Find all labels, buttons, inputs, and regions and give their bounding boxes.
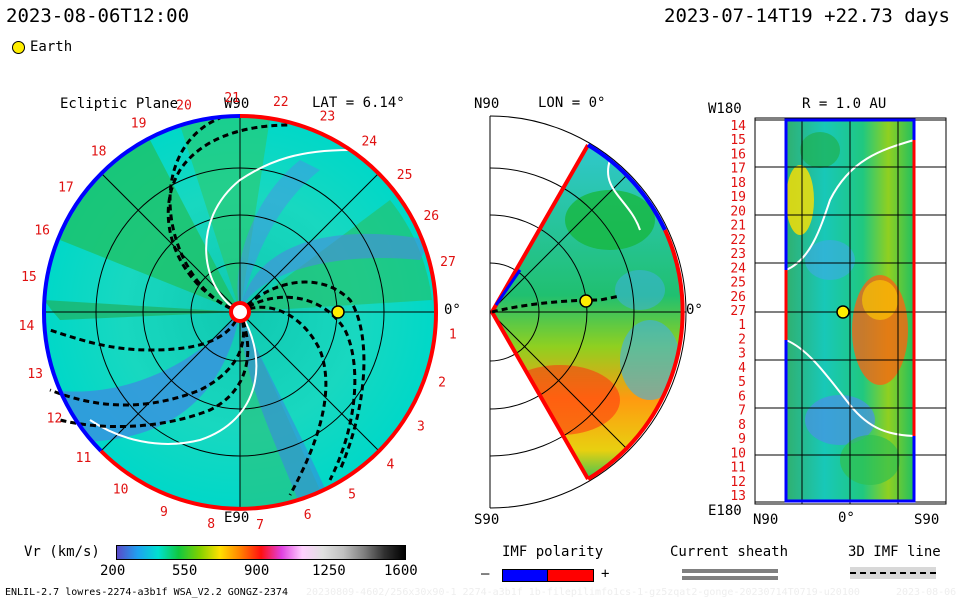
- velocity-colorbar: [116, 545, 406, 560]
- sphere-row-label: 3: [738, 347, 746, 362]
- meridional-lon-label: LON = 0°: [538, 95, 606, 111]
- meridional-earth-icon: [579, 294, 593, 308]
- sphere-row-label: 15: [730, 133, 746, 148]
- sphere-row-label: 2: [738, 333, 746, 348]
- meridional-n90-label: N90: [474, 96, 500, 112]
- ecliptic-longitude-label: 14: [19, 319, 35, 334]
- meridional-s90-label: S90: [474, 512, 500, 528]
- colorbar-label: Vr (km/s): [24, 544, 100, 560]
- ecliptic-longitude-label: 22: [273, 95, 289, 110]
- ecliptic-e90-label: E90: [224, 510, 250, 526]
- ecliptic-longitude-label: 26: [423, 209, 439, 224]
- ecliptic-longitude-label: 19: [131, 117, 147, 132]
- sphere-row-label: 8: [738, 418, 746, 433]
- sphere-zero-label: 0°: [838, 510, 855, 526]
- earth-legend-label: Earth: [30, 39, 73, 55]
- ecliptic-title: Ecliptic Plane: [60, 96, 179, 112]
- sphere-row-label: 16: [730, 148, 746, 163]
- sphere-row-label: 20: [730, 204, 746, 219]
- sphere-row-label: 23: [730, 247, 746, 262]
- ecliptic-longitude-label: 20: [176, 99, 192, 114]
- sphere-r-label: R = 1.0 AU: [802, 96, 887, 112]
- sphere-row-label: 1: [738, 318, 746, 333]
- colorbar-tick-1250: 1250: [312, 563, 346, 579]
- ecliptic-longitude-label: 15: [21, 270, 37, 285]
- sphere-row-label: 21: [730, 219, 746, 234]
- earth-legend-icon: [12, 41, 25, 54]
- imf-line-label: 3D IMF line: [848, 544, 941, 560]
- imf-line-dashes: [850, 572, 936, 574]
- ecliptic-longitude-label: 3: [417, 419, 425, 434]
- sphere-row-label: 18: [730, 176, 746, 191]
- ecliptic-longitude-label: 25: [397, 168, 413, 183]
- ecliptic-longitude-label: 5: [348, 487, 356, 502]
- sphere-row-label: 22: [730, 233, 746, 248]
- ecliptic-longitude-label: 11: [76, 451, 92, 466]
- imf-negative-swatch: [502, 569, 549, 582]
- run-info-text: 20230809-4602/256x30x90-1 2274-a3b1f 1b-…: [306, 587, 860, 598]
- ecliptic-longitude-label: 23: [320, 110, 336, 125]
- ecliptic-earth-icon: [331, 305, 345, 319]
- ecliptic-longitude-label: 4: [386, 457, 394, 472]
- ecliptic-longitude-label: 12: [47, 412, 63, 427]
- ecliptic-longitude-label: 2: [438, 375, 446, 390]
- ecliptic-longitude-label: 6: [304, 508, 312, 523]
- run-datetime: 2023-07-14T19 +22.73 days: [664, 5, 950, 27]
- sphere-row-label: 14: [730, 119, 746, 134]
- sphere-row-label: 12: [730, 475, 746, 490]
- ecliptic-w90-label: W90: [224, 96, 250, 112]
- imf-positive-swatch: [547, 569, 594, 582]
- ecliptic-longitude-label: 27: [440, 255, 456, 270]
- ecliptic-longitude-label: 9: [160, 505, 168, 520]
- sphere-row-label: 5: [738, 375, 746, 390]
- model-info-text: ENLIL-2.7 lowres-2274-a3b1f WSA_V2.2 GON…: [5, 587, 288, 598]
- ecliptic-lat-label: LAT = 6.14°: [312, 95, 405, 111]
- sphere-row-label: 10: [730, 446, 746, 461]
- ecliptic-longitude-label: 21: [224, 91, 240, 106]
- sphere-row-label: 6: [738, 389, 746, 404]
- current-sheath-swatch: [682, 569, 778, 573]
- sphere-row-label: 27: [730, 304, 746, 319]
- ecliptic-longitude-label: 13: [27, 367, 43, 382]
- ecliptic-zero-label: 0°: [444, 302, 461, 318]
- sphere-row-label: 25: [730, 276, 746, 291]
- model-datetime: 2023-08-06T12:00: [6, 5, 190, 27]
- sphere-row-label: 26: [730, 290, 746, 305]
- current-sheath-label: Current sheath: [670, 544, 789, 560]
- sphere-row-label: 19: [730, 190, 746, 205]
- ecliptic-longitude-label: 16: [34, 223, 50, 238]
- imf-plus-sign: +: [601, 566, 610, 582]
- sphere-earth-icon: [836, 305, 850, 319]
- ecliptic-longitude-label: 8: [207, 517, 215, 532]
- colorbar-tick-900: 900: [244, 563, 270, 579]
- footer-date-text: 2023-08-06: [896, 587, 957, 598]
- sphere-row-label: 9: [738, 432, 746, 447]
- colorbar-tick-550: 550: [172, 563, 198, 579]
- sphere-row-label: 24: [730, 261, 746, 276]
- sphere-row-label: 17: [730, 162, 746, 177]
- sphere-e180-label: E180: [708, 503, 742, 519]
- imf-polarity-label: IMF polarity: [502, 544, 604, 560]
- ecliptic-longitude-label: 18: [91, 144, 107, 159]
- colorbar-tick-1600: 1600: [384, 563, 418, 579]
- sphere-row-label: 7: [738, 404, 746, 419]
- imf-minus-sign: –: [481, 566, 490, 582]
- ecliptic-longitude-label: 17: [58, 181, 74, 196]
- sphere-s90-label: S90: [914, 512, 940, 528]
- current-sheath-swatch-2: [682, 576, 778, 580]
- sphere-row-label: 13: [730, 489, 746, 504]
- sphere-n90-label: N90: [753, 512, 779, 528]
- colorbar-tick-200: 200: [100, 563, 126, 579]
- sphere-row-label: 4: [738, 361, 746, 376]
- ecliptic-longitude-label: 7: [256, 518, 264, 533]
- meridional-zero-label: 0°: [686, 302, 703, 318]
- sphere-w180-label: W180: [708, 101, 742, 117]
- ecliptic-longitude-label: 1: [449, 328, 457, 343]
- ecliptic-longitude-label: 24: [361, 135, 377, 150]
- sphere-row-label: 11: [730, 461, 746, 476]
- ecliptic-longitude-label: 10: [113, 483, 129, 498]
